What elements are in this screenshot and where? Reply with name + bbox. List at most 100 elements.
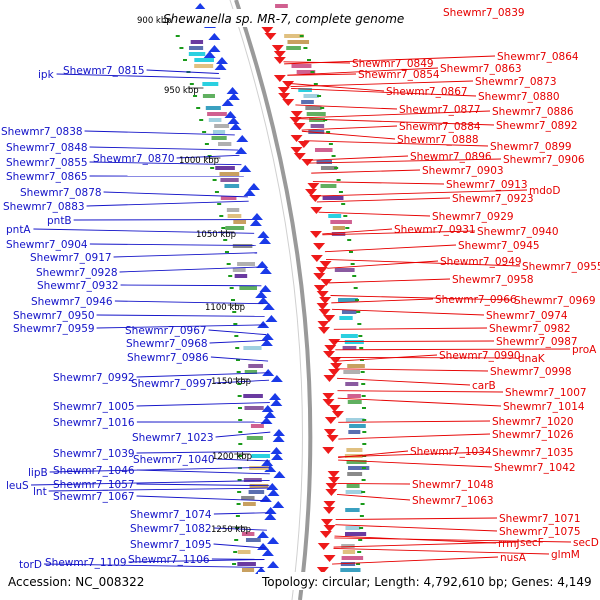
reverse-gene-arrow [316,567,329,574]
forward-gene-leader-line [214,379,270,384]
forward-gene-arrow [203,51,216,58]
forward-gene-leader-lines [31,69,271,568]
reverse-gene-arrow [293,123,306,130]
map-title: Shewanella sp. MR-7, complete genome [163,12,404,26]
gene-label-shewmr7-0854: Shewmr7_0854 [358,69,440,81]
gene-label-ipk: ipk [38,69,55,81]
forward-gene-arrow [247,183,260,190]
reverse-gene-arrow [322,447,335,454]
scale-tick-mark-left [199,119,204,121]
forward-gene-arrow [227,93,240,100]
reverse-gene-leader-line [329,278,451,284]
gene-label-shewmr7-0888: Shewmr7_0888 [397,134,479,146]
scale-tick-mark-left [196,107,201,109]
reverse-gene-arrow [323,507,336,514]
scale-tick-mark-right [353,287,358,289]
feature-track-right [301,100,314,104]
gene-label-shewmr7-0955: Shewmr7_0955 [522,261,600,273]
reverse-gene-arrow [273,75,286,82]
feature-track-right [322,196,344,200]
feature-track-left [194,64,214,68]
reverse-gene-leader-line [324,244,457,253]
gene-label-shewmr7-0838: Shewmr7_0838 [1,126,83,138]
feature-track-left [211,136,227,140]
feature-track-left [189,46,204,50]
forward-gene-arrow [262,303,275,310]
forward-gene-arrow [257,231,270,238]
reverse-gene-arrow [325,483,338,490]
feature-track-right [338,298,358,302]
gene-label-shewmr7-1023: Shewmr7_1023 [132,432,214,444]
gene-label-shewmr7-0928: Shewmr7_0928 [36,267,118,279]
scale-tick-mark-right [361,383,366,385]
scale-tick-mark-right [361,479,366,481]
reverse-gene-arrow [327,471,340,478]
gene-label-leus: leuS [6,480,29,492]
feature-track-right [316,160,332,164]
forward-gene-leader-line [48,487,270,492]
feature-track-right [341,310,357,314]
feature-track-right [346,484,360,488]
scale-tick-mark-left [238,455,243,457]
feature-track-left [212,130,226,134]
feature-track-left [202,94,215,98]
feature-track-left [214,124,230,128]
reverse-gene-arrow [319,531,332,538]
forward-gene-arrow [265,315,278,322]
scale-tick-mark-left [238,419,243,421]
gene-label-shewmr7-0878: Shewmr7_0878 [20,187,102,199]
gene-label-shewmr7-0867: Shewmr7_0867 [386,86,468,98]
reverse-gene-leader-line [298,110,491,119]
gene-label-carb: carB [472,380,496,392]
gene-label-shewmr7-0986: Shewmr7_0986 [127,352,209,364]
scale-tick-mark-left [210,167,215,169]
forward-gene-leader-line [136,495,269,502]
feature-track-left [250,424,264,428]
forward-gene-arrow [272,435,285,442]
feature-track-left [226,208,240,212]
reverse-gene-arrow [323,375,336,382]
gene-label-dnak: dnaK [518,353,546,365]
scale-tick-mark-right [338,191,343,193]
feature-track-right [345,526,361,530]
feature-track-right [275,4,288,8]
reverse-gene-arrow [319,297,332,304]
forward-gene-leader-line [84,130,235,136]
scale-tick-mark-right [328,143,333,145]
forward-gene-leader-line [103,191,248,198]
reverse-gene-leader-lines [268,11,572,565]
feature-track-left [219,172,240,176]
reverse-gene-leader-line [327,260,439,269]
forward-gene-leader-line [56,73,221,79]
feature-track-right [314,148,333,152]
feature-track-right [342,346,357,350]
forward-gene-leader-line [96,324,266,329]
gene-label-shewmr7-1082: Shewmr7_1082 [130,523,212,535]
gene-label-shewmr7-0968: Shewmr7_0968 [126,338,208,350]
gene-label-shewmr7-1095: Shewmr7_1095 [130,539,212,551]
forward-gene-arrow [257,297,270,304]
reverse-gene-arrow [305,189,318,196]
gene-label-shewmr7-0904: Shewmr7_0904 [6,239,88,251]
scale-tick-mark-right [350,263,355,265]
gene-label-pntb: pntB [47,215,72,227]
reverse-gene-arrow [290,111,303,118]
gene-label-shewmr7-1075: Shewmr7_1075 [499,526,581,538]
forward-gene-arrow [194,3,207,10]
scale-tick-mark-right [310,71,315,73]
scale-tick-mark-left [237,407,242,409]
feature-track-right [345,382,359,386]
gene-label-shewmr7-1007: Shewmr7_1007 [505,387,587,399]
forward-gene-leader-line [213,512,269,515]
gene-label-shewmr7-0873: Shewmr7_0873 [475,76,557,88]
gene-label-shewmr7-1048: Shewmr7_1048 [412,479,494,491]
gene-label-shewmr7-0949: Shewmr7_0949 [440,256,522,268]
reverse-gene-leader-line [311,169,421,174]
scale-tick-mark-right [360,503,365,505]
gene-label-shewmr7-1046: Shewmr7_1046 [53,465,135,477]
feature-track-left [220,196,237,200]
feature-track-left [188,52,206,56]
gene-label-shewmr7-0931: Shewmr7_0931 [394,224,476,236]
forward-gene-arrow [236,135,249,142]
reverse-gene-leader-line [316,197,451,203]
